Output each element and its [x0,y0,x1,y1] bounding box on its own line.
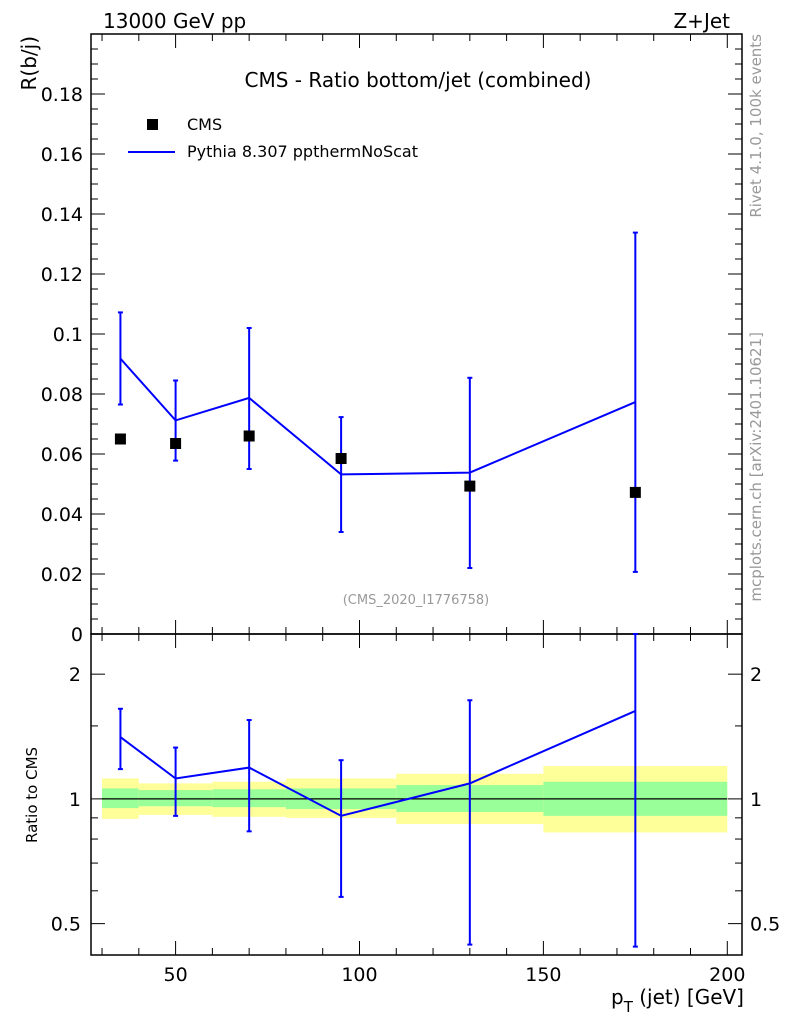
ratio-mc-line [119,710,636,817]
data-point [464,480,476,492]
y-tick-label: 0.08 [41,384,83,406]
ratio-panel: 0.5 0.5 1 1 2 2 50 100 150 200 Ratio to CMS [23,633,780,986]
legend-marker-cms [147,119,158,130]
watermark: (CMS_2020_I1776758) [343,593,490,608]
ratio-frame [90,633,743,956]
y-tick-label: 0.04 [41,504,83,526]
data-point [170,438,182,449]
band-inner [102,788,139,809]
x-tick-label: 100 [341,964,377,986]
y-tick-label: 0.12 [41,264,83,286]
mc-line [119,357,636,476]
header-left: 13000 GeV pp [103,9,246,33]
y-tick-label: 0.06 [41,444,83,466]
legend-label-cms: CMS [187,115,222,134]
ratio-x-ticks: 50 100 150 200 [101,634,745,986]
chart-title: CMS - Ratio bottom/jet (combined) [245,68,592,92]
ratio-y-ticks: 0.5 0.5 1 1 2 2 [51,664,780,935]
y-tick-label: 0.18 [41,84,83,106]
data-point [629,486,641,498]
main-y-label: R(b/j) [17,36,41,91]
x-tick-label: 50 [163,964,187,986]
ratio-y-tick-label-right: 0.5 [750,914,780,936]
main-x-ticks [101,34,728,634]
data-points [114,430,641,498]
main-y-ticks: 0 0.02 0.04 0.06 0.08 0.1 0.12 0.14 0.16 0.18 [41,48,742,646]
x-tick-label: 200 [709,964,745,986]
legend-label-mc: Pythia 8.307 ppthermNoScat [187,142,418,161]
x-axis-label: pT (jet) [GeV] [611,985,744,1016]
main-error-bars [117,231,638,573]
ratio-y-tick-label: 1 [69,789,81,811]
legend: CMS Pythia 8.307 ppthermNoScat [128,115,418,161]
y-tick-label: 0.1 [53,324,83,346]
y-tick-label: 0.16 [41,144,83,166]
y-tick-label: 0.02 [41,564,83,586]
main-panel: 0 0.02 0.04 0.06 0.08 0.1 0.12 0.14 0.16 0.18 CMS… [17,33,743,646]
x-tick-label: 150 [525,964,561,986]
header-right: Z+Jet [673,9,730,33]
y-tick-label: 0 [71,624,83,646]
y-tick-label: 0.14 [41,204,83,226]
ratio-y-tick-label-right: 2 [750,664,762,686]
ratio-y-tick-label: 0.5 [51,914,81,936]
data-point [114,433,126,445]
ratio-y-tick-label-right: 1 [750,789,762,811]
side-label-mcplots: mcplots.cern.ch [arXiv:2401.10621] [747,332,765,602]
data-point [243,430,255,442]
data-point [335,453,347,464]
ratio-y-label: Ratio to CMS [23,747,41,843]
ratio-error-bars [117,633,638,948]
ratio-y-tick-label: 2 [69,664,81,686]
side-label-rivet: Rivet 4.1.0, 100k events [747,34,765,218]
